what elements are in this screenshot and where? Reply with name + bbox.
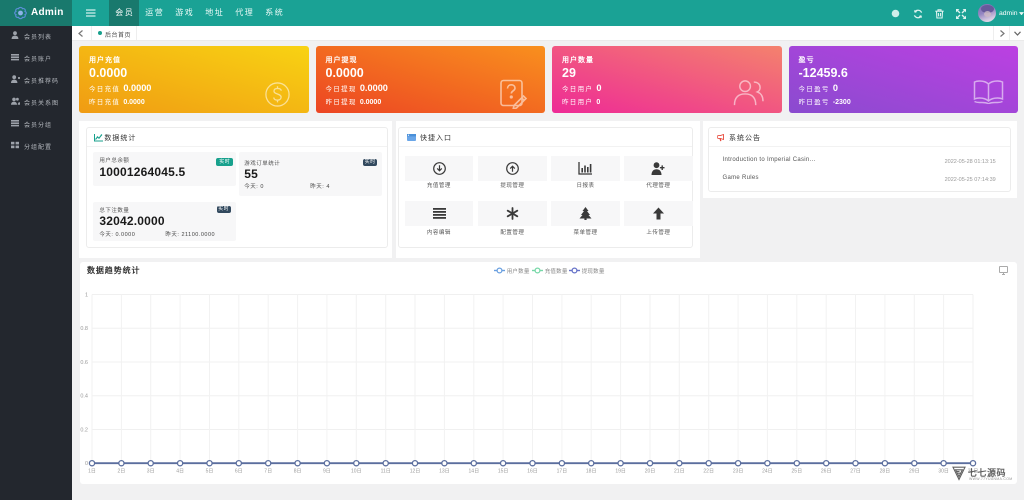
svg-text:29日: 29日 — [909, 468, 920, 474]
svg-text:6日: 6日 — [235, 468, 243, 474]
svg-text:26日: 26日 — [821, 468, 832, 474]
svg-text:1: 1 — [85, 292, 88, 298]
svg-text:13日: 13日 — [439, 468, 450, 474]
svg-text:7日: 7日 — [264, 468, 272, 474]
svg-text:3日: 3日 — [147, 468, 155, 474]
svg-text:27日: 27日 — [850, 468, 861, 474]
svg-text:18日: 18日 — [586, 468, 597, 474]
svg-text:31日: 31日 — [968, 468, 979, 474]
svg-text:20日: 20日 — [645, 468, 656, 474]
svg-text:0.2: 0.2 — [80, 427, 88, 433]
svg-text:22日: 22日 — [703, 468, 714, 474]
svg-text:19日: 19日 — [615, 468, 626, 474]
svg-text:0.4: 0.4 — [80, 393, 88, 399]
svg-text:21日: 21日 — [674, 468, 685, 474]
svg-text:4日: 4日 — [176, 468, 184, 474]
svg-text:12日: 12日 — [410, 468, 421, 474]
svg-text:10日: 10日 — [351, 468, 362, 474]
svg-text:2日: 2日 — [118, 468, 126, 474]
svg-text:5日: 5日 — [206, 468, 214, 474]
svg-text:16日: 16日 — [527, 468, 538, 474]
svg-text:25日: 25日 — [792, 468, 803, 474]
svg-text:28日: 28日 — [880, 468, 891, 474]
svg-text:14日: 14日 — [469, 468, 480, 474]
svg-text:8日: 8日 — [294, 468, 302, 474]
svg-text:17日: 17日 — [557, 468, 568, 474]
svg-text:30日: 30日 — [938, 468, 949, 474]
svg-text:23日: 23日 — [733, 468, 744, 474]
svg-text:0.8: 0.8 — [80, 326, 88, 332]
svg-text:9日: 9日 — [323, 468, 331, 474]
svg-text:11日: 11日 — [381, 468, 391, 474]
svg-text:0.6: 0.6 — [80, 359, 88, 365]
svg-text:24日: 24日 — [762, 468, 773, 474]
svg-text:1日: 1日 — [88, 468, 96, 474]
svg-text:15日: 15日 — [498, 468, 509, 474]
svg-text:0: 0 — [85, 461, 88, 467]
